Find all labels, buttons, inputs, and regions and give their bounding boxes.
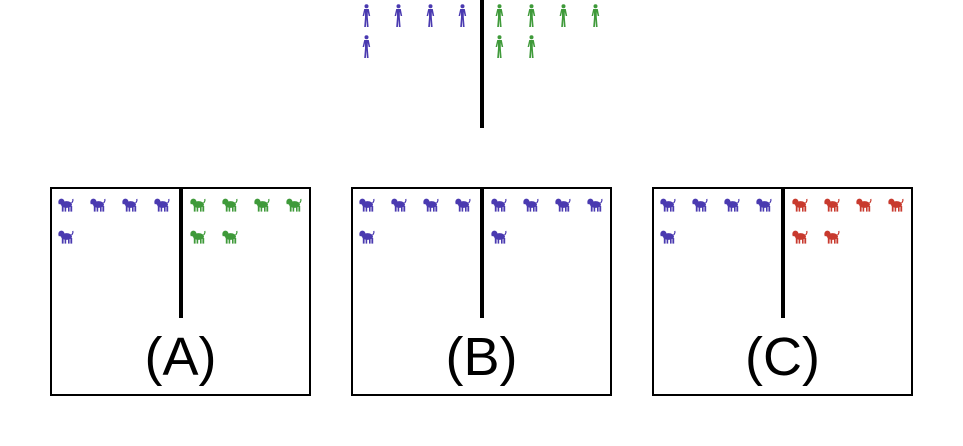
dog-icon: [491, 198, 507, 212]
dog-icon: [222, 230, 238, 244]
person-icon: [394, 4, 403, 27]
dog-icon: [122, 198, 138, 212]
dog-icon: [58, 198, 74, 212]
dog-icon: [824, 198, 840, 212]
dog-icon: [359, 230, 375, 244]
panel-divider: [480, 189, 484, 318]
dog-icon: [359, 198, 375, 212]
dog-icon: [856, 198, 872, 212]
person-icon: [559, 4, 568, 27]
panel-divider: [179, 189, 183, 318]
panel-b: (B): [351, 187, 612, 396]
dog-icon: [190, 230, 206, 244]
reference-divider: [480, 0, 484, 128]
person-icon: [362, 35, 371, 58]
dog-icon: [660, 198, 676, 212]
dog-icon: [523, 198, 539, 212]
dog-icon: [190, 198, 206, 212]
person-icon: [527, 35, 536, 58]
dog-icon: [724, 198, 740, 212]
person-icon: [362, 4, 371, 27]
person-icon: [495, 4, 504, 27]
dog-icon: [692, 198, 708, 212]
dog-icon: [391, 198, 407, 212]
panel-a: (A): [50, 187, 311, 396]
person-icon: [458, 4, 467, 27]
person-icon: [495, 35, 504, 58]
dog-icon: [587, 198, 603, 212]
dog-icon: [792, 230, 808, 244]
person-icon: [426, 4, 435, 27]
dog-icon: [58, 230, 74, 244]
dog-icon: [455, 198, 471, 212]
dog-icon: [423, 198, 439, 212]
dog-icon: [555, 198, 571, 212]
dog-icon: [222, 198, 238, 212]
panel-c: (C): [652, 187, 913, 396]
panel-caption: (A): [144, 327, 217, 387]
dog-icon: [491, 230, 507, 244]
dog-icon: [286, 198, 302, 212]
dog-icon: [254, 198, 270, 212]
dog-icon: [154, 198, 170, 212]
dog-icon: [90, 198, 106, 212]
dog-icon: [792, 198, 808, 212]
dog-icon: [660, 230, 676, 244]
panel-caption: (B): [445, 327, 518, 387]
panel-caption: (C): [745, 327, 820, 387]
person-icon: [591, 4, 600, 27]
person-icon: [527, 4, 536, 27]
panel-divider: [781, 189, 785, 318]
dog-icon: [756, 198, 772, 212]
dog-icon: [888, 198, 904, 212]
reference-group: [0, 0, 963, 130]
dog-icon: [824, 230, 840, 244]
